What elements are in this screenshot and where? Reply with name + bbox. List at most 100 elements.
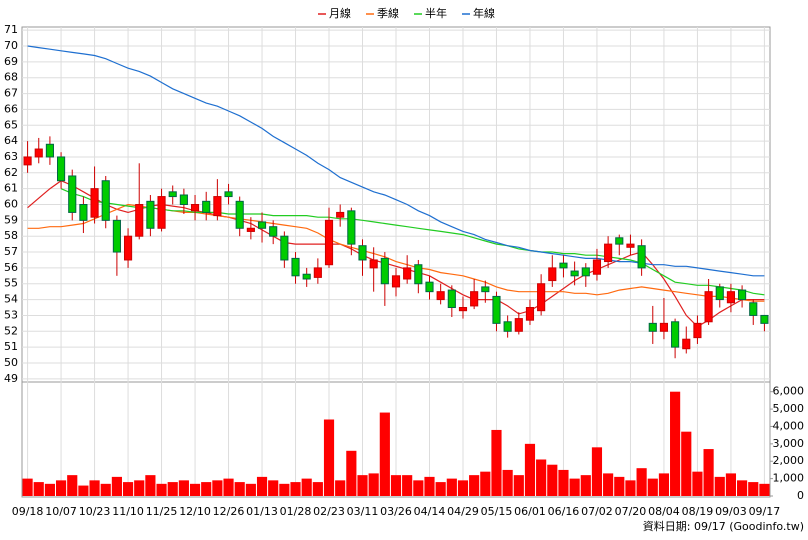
x-tick-label: 07/20	[615, 505, 647, 518]
candle-body	[313, 267, 322, 278]
candle-body	[659, 322, 669, 332]
volume-bar	[580, 475, 591, 496]
candle-body	[79, 204, 88, 221]
y-tick-label: 51	[4, 340, 18, 353]
volume-bar	[44, 483, 55, 496]
volume-bar	[89, 480, 100, 496]
y-tick-label: 71	[4, 23, 18, 36]
volume-bar	[748, 482, 759, 496]
volume-bar	[290, 482, 301, 496]
x-tick-label: 01/13	[246, 505, 278, 518]
candle-body	[291, 257, 300, 277]
volume-bar	[245, 483, 256, 496]
volume-bar	[558, 469, 569, 496]
legend: 月線 季線 半年 年線	[318, 6, 495, 20]
y-tick-label: 65	[4, 118, 18, 131]
candle-body	[581, 267, 590, 277]
candle-body	[525, 307, 535, 321]
volume-bar	[346, 450, 357, 496]
legend-label: 半年	[425, 6, 447, 20]
x-tick-label: 11/10	[112, 505, 144, 518]
candle-body	[626, 243, 635, 248]
candle-body	[447, 289, 456, 309]
volume-bar	[502, 469, 513, 496]
volume-bar	[591, 447, 603, 496]
y-tick-label: 53	[4, 308, 18, 321]
volume-bar	[536, 459, 547, 496]
y-tick-label: 56	[4, 261, 18, 274]
volume-bar	[547, 464, 558, 496]
volume-bar	[78, 485, 89, 496]
volume-bar	[491, 429, 502, 496]
candle-body	[112, 219, 121, 253]
x-tick-label: 01/28	[280, 505, 312, 518]
candle-body	[213, 196, 222, 217]
volume-bar	[223, 478, 234, 496]
candle-body	[179, 194, 188, 206]
volume-bar	[379, 412, 390, 496]
volume-bar	[323, 419, 335, 496]
volume-bar	[603, 473, 614, 496]
volume-bar	[725, 473, 737, 496]
candle-body	[503, 321, 512, 332]
volume-bar	[446, 478, 457, 496]
x-tick-label: 09/18	[12, 505, 44, 518]
volume-bar	[335, 480, 346, 496]
x-tick-label: 08/19	[682, 505, 714, 518]
volume-bar	[524, 443, 536, 496]
candle-body	[369, 259, 378, 269]
volume-bar	[670, 391, 681, 496]
candle-body	[414, 264, 423, 285]
volume-bar	[692, 471, 703, 496]
candle-body	[157, 196, 166, 229]
volume-bar	[111, 476, 122, 496]
y-tick-label: 60	[4, 198, 18, 211]
volume-bar	[569, 478, 580, 496]
candle-body	[738, 289, 747, 301]
y2-tick-label: 5,000	[773, 402, 805, 415]
y-tick-label: 50	[4, 356, 18, 369]
y2-tick-label: 6,000	[773, 385, 805, 398]
candle-body	[202, 200, 211, 213]
candle-body	[358, 245, 367, 261]
x-tick-label: 02/23	[313, 505, 345, 518]
candle-body	[760, 314, 769, 324]
candle-body	[403, 267, 412, 280]
candle-body	[704, 291, 713, 323]
volume-bar	[402, 475, 413, 496]
volume-bar	[33, 482, 44, 496]
candle-body	[559, 262, 568, 269]
volume-bar	[167, 482, 178, 496]
x-tick-label: 09/17	[749, 505, 781, 518]
volume-bar	[312, 482, 323, 496]
x-tick-label: 06/01	[514, 505, 546, 518]
y-tick-label: 54	[4, 293, 18, 306]
volume-bar	[625, 480, 636, 496]
volume-bar	[390, 475, 402, 496]
candle-body	[336, 211, 345, 218]
y-tick-label: 67	[4, 87, 18, 100]
volume-bar	[647, 478, 658, 496]
volume-bar	[279, 483, 290, 496]
y-tick-label: 63	[4, 150, 18, 163]
y-tick-label: 64	[4, 134, 18, 147]
candle-body	[45, 143, 54, 158]
candle-body	[470, 291, 479, 307]
volume-bar	[201, 482, 212, 496]
y-tick-label: 70	[4, 39, 18, 52]
volume-bar	[134, 480, 145, 496]
volume-bar	[22, 478, 33, 496]
volume-bar	[55, 480, 67, 496]
candle-body	[537, 283, 546, 312]
candle-body	[391, 275, 401, 288]
candle-body	[280, 235, 289, 261]
volume-bar	[457, 480, 469, 496]
x-tick-label: 07/02	[581, 505, 613, 518]
candle-body	[693, 322, 702, 339]
volume-bar	[413, 480, 424, 496]
source-note: 資料日期: 09/17 (Goodinfo.tw)	[643, 519, 804, 533]
volume-bar	[658, 473, 670, 496]
volume-bar	[368, 473, 379, 496]
candle-body	[347, 210, 356, 245]
